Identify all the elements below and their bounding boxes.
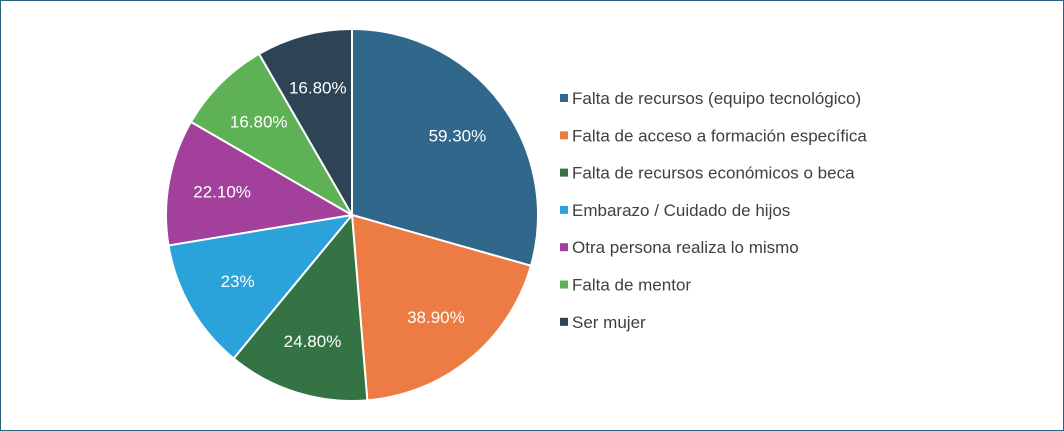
legend-item: Ser mujer bbox=[560, 313, 646, 332]
legend-swatch bbox=[560, 280, 568, 289]
legend-item: Falta de acceso a formación específica bbox=[560, 126, 867, 145]
pie-slice bbox=[167, 214, 353, 360]
legend-swatch bbox=[560, 205, 568, 214]
slice-data-label: 23% bbox=[221, 272, 255, 291]
slice-data-label: 38.90% bbox=[407, 308, 465, 327]
legend-swatch bbox=[560, 131, 568, 140]
legend-label: Falta de mentor bbox=[572, 276, 691, 295]
pie-slice bbox=[165, 120, 353, 247]
legend-item: Falta de mentor bbox=[560, 276, 691, 295]
pie-slice bbox=[351, 28, 539, 267]
legend-swatch bbox=[560, 94, 568, 102]
legend-swatch bbox=[560, 168, 568, 177]
legend-label: Otra persona realiza lo mismo bbox=[572, 238, 799, 257]
pie-slice bbox=[258, 28, 353, 216]
legend-item: Falta de recursos económicos o beca bbox=[560, 164, 855, 183]
pie-slice bbox=[232, 214, 369, 402]
legend: Falta de recursos (equipo tecnológico) Fa… bbox=[560, 89, 867, 332]
slice-data-label: 24.80% bbox=[284, 332, 342, 351]
pie-slices bbox=[165, 28, 539, 402]
legend-swatch bbox=[560, 243, 568, 252]
legend-label: Falta de acceso a formación específica bbox=[572, 126, 867, 145]
legend-label: Falta de recursos (equipo tecnológico) bbox=[572, 89, 861, 108]
slice-data-label: 59.30% bbox=[429, 126, 487, 145]
slice-labels: 59.30% 38.90% 24.80% 23% 22.10% 16.80%16.80% bbox=[193, 78, 486, 351]
legend-swatch bbox=[560, 317, 568, 326]
legend-label: Falta de recursos económicos o beca bbox=[572, 164, 855, 183]
legend-item: Embarazo / Cuidado de hijos bbox=[560, 201, 790, 220]
legend-label: Ser mujer bbox=[572, 313, 646, 332]
legend-label: Embarazo / Cuidado de hijos bbox=[572, 201, 790, 220]
slice-data-label: 22.10% bbox=[193, 182, 251, 201]
slice-data-label: 16.80% bbox=[289, 78, 347, 97]
legend-item: Falta de recursos (equipo tecnológico) bbox=[560, 89, 861, 108]
slice-data-label: 16.80% bbox=[230, 113, 288, 132]
pie-slice bbox=[189, 52, 353, 216]
pie-slice bbox=[351, 214, 532, 402]
legend-item: Otra persona realiza lo mismo bbox=[560, 238, 799, 257]
